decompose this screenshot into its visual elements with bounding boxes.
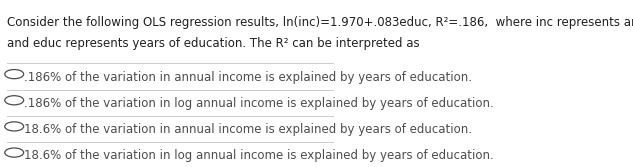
Text: .186% of the variation in log annual income is explained by years of education.: .186% of the variation in log annual inc… [24, 97, 494, 110]
Text: 18.6% of the variation in log annual income is explained by years of education.: 18.6% of the variation in log annual inc… [24, 149, 494, 162]
Text: and educ represents years of education. The R² can be interpreted as: and educ represents years of education. … [8, 37, 420, 50]
Text: 18.6% of the variation in annual income is explained by years of education.: 18.6% of the variation in annual income … [24, 123, 472, 136]
Text: Consider the following OLS regression results, ln(inc)=1.970+.083educ, R²=.186, : Consider the following OLS regression re… [8, 16, 633, 29]
Text: .186% of the variation in annual income is explained by years of education.: .186% of the variation in annual income … [24, 71, 472, 84]
